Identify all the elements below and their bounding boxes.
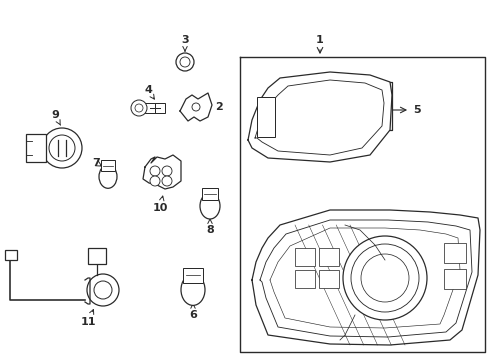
Text: 9: 9 xyxy=(51,110,61,125)
Bar xyxy=(294,248,314,266)
Text: 3: 3 xyxy=(181,35,188,51)
Circle shape xyxy=(42,128,82,168)
Bar xyxy=(257,97,274,137)
FancyBboxPatch shape xyxy=(101,161,115,171)
Circle shape xyxy=(180,57,190,67)
Circle shape xyxy=(162,176,172,186)
Text: 5: 5 xyxy=(412,105,420,115)
Circle shape xyxy=(131,100,147,116)
Circle shape xyxy=(49,135,75,161)
Text: 11: 11 xyxy=(80,310,96,327)
Circle shape xyxy=(150,176,160,186)
Bar xyxy=(318,248,338,266)
Circle shape xyxy=(176,53,194,71)
Circle shape xyxy=(87,274,119,306)
Bar xyxy=(145,103,164,113)
FancyBboxPatch shape xyxy=(26,134,46,162)
Circle shape xyxy=(150,166,160,176)
Polygon shape xyxy=(180,93,212,121)
Circle shape xyxy=(135,104,142,112)
Circle shape xyxy=(94,281,112,299)
Bar xyxy=(318,270,338,288)
Text: 10: 10 xyxy=(152,196,167,213)
Bar xyxy=(443,269,465,289)
Circle shape xyxy=(192,103,200,111)
Text: 8: 8 xyxy=(206,219,213,235)
Text: 1: 1 xyxy=(315,35,323,45)
Circle shape xyxy=(342,236,426,320)
FancyBboxPatch shape xyxy=(183,268,202,283)
Text: 4: 4 xyxy=(144,85,154,99)
Bar xyxy=(443,243,465,263)
Ellipse shape xyxy=(99,165,117,188)
Circle shape xyxy=(162,166,172,176)
Ellipse shape xyxy=(181,274,204,305)
FancyBboxPatch shape xyxy=(88,248,106,264)
Polygon shape xyxy=(142,155,181,189)
Bar xyxy=(294,270,314,288)
Text: 2: 2 xyxy=(215,102,223,112)
FancyBboxPatch shape xyxy=(202,188,218,200)
Ellipse shape xyxy=(200,193,220,219)
FancyBboxPatch shape xyxy=(5,250,17,260)
Text: 7: 7 xyxy=(92,158,100,168)
Text: 6: 6 xyxy=(189,304,197,320)
Circle shape xyxy=(360,254,408,302)
Circle shape xyxy=(350,244,418,312)
